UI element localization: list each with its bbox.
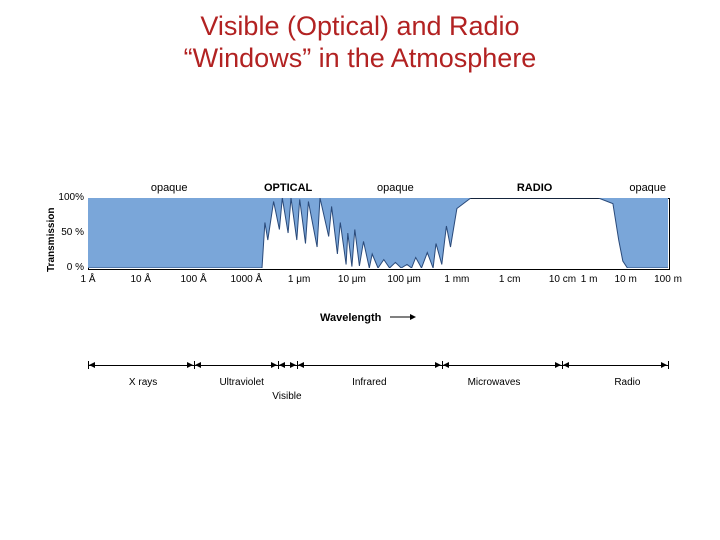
band-arrow-icon: [563, 362, 569, 368]
spectrum-band-label: Ultraviolet: [219, 377, 263, 388]
window-label: RADIO: [517, 182, 552, 194]
y-tick-label: 0 %: [50, 262, 84, 273]
transmission-curve: [88, 198, 668, 268]
band-arrow-icon: [89, 362, 95, 368]
band-arrow-icon: [271, 362, 277, 368]
y-tick-label: 50 %: [50, 227, 84, 238]
page-title: Visible (Optical) and Radio “Windows” in…: [0, 10, 720, 75]
x-axis-label-text: Wavelength: [320, 312, 381, 324]
x-tick-label: 10 cm: [549, 274, 576, 285]
band-arrow-icon: [290, 362, 296, 368]
band-arrow-icon: [195, 362, 201, 368]
x-tick-label: 1000 Å: [230, 274, 262, 285]
band-arrow-icon: [443, 362, 449, 368]
spectrum-band-label: Radio: [614, 377, 640, 388]
band-arrow-icon: [279, 362, 285, 368]
band-arrow-icon: [555, 362, 561, 368]
x-tick-label: 100 μm: [387, 274, 421, 285]
x-tick-label: 1 μm: [288, 274, 310, 285]
x-tick-label: 1 mm: [444, 274, 469, 285]
spectrum-band-label: Microwaves: [468, 377, 521, 388]
spectrum-band-label: Visible: [272, 391, 301, 402]
x-tick-label: 10 m: [615, 274, 637, 285]
band-arrow-icon: [661, 362, 667, 368]
x-tick-label: 1 cm: [499, 274, 521, 285]
x-tick-label: 100 Å: [180, 274, 206, 285]
band-arrow-icon: [298, 362, 304, 368]
x-tick-label: 100 m: [654, 274, 682, 285]
spectrum-band-label: Infrared: [352, 377, 386, 388]
spectrum-band-label: X rays: [129, 377, 157, 388]
window-label: OPTICAL: [264, 182, 312, 194]
x-axis-label: Wavelength: [320, 312, 416, 324]
atmospheric-transmission-chart: Transmission 0 %50 %100% opaqueOPTICALop…: [40, 180, 680, 440]
band-arrow-icon: [435, 362, 441, 368]
opaque-label: opaque: [377, 182, 414, 194]
band-arrow-icon: [187, 362, 193, 368]
x-tick-label: 1 Å: [80, 274, 95, 285]
x-tick-label: 1 m: [581, 274, 598, 285]
slide: Visible (Optical) and Radio “Windows” in…: [0, 0, 720, 540]
opaque-label: opaque: [629, 182, 666, 194]
band-divider: [668, 361, 669, 369]
opaque-label: opaque: [151, 182, 188, 194]
x-tick-label: 10 Å: [130, 274, 151, 285]
y-tick-label: 100%: [50, 192, 84, 203]
arrow-right-icon: [390, 312, 416, 324]
x-tick-label: 10 μm: [338, 274, 366, 285]
spectrum-band-axis: [88, 365, 668, 366]
